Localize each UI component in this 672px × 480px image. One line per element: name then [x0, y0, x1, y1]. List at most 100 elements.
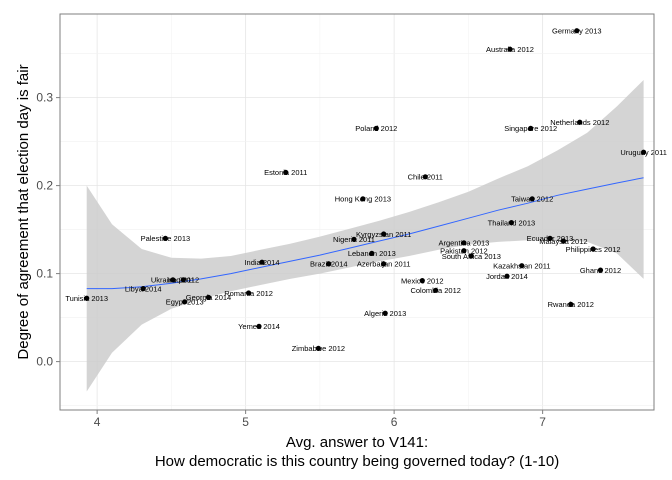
- confidence-band-area: [86, 80, 644, 392]
- point-label-singapore-2012: Singapore 2012: [504, 124, 557, 133]
- point-argentina-2013: [461, 240, 467, 246]
- point-label-chile-2011: Chile 2011: [408, 173, 443, 182]
- point-label-rwanda-2012: Rwanda 2012: [548, 300, 594, 309]
- point-label-pakistan-2012: Pakistan 2012: [440, 247, 488, 256]
- point-azerbaijan-2011: [381, 261, 387, 267]
- point-labels: Germany 2013 Australia 2012 Netherlands 20…: [65, 27, 667, 354]
- point-taiwan-2012: [529, 196, 535, 202]
- point-tunisia-2013: [84, 295, 90, 301]
- y-tick-label: 0.2: [36, 179, 53, 193]
- point-label-colombia-2012: Colombia 2012: [410, 286, 460, 295]
- point-malaysia-2012: [560, 238, 567, 244]
- y-axis-ticks: 0.0 0.1 0.2 0.3: [36, 91, 60, 369]
- point-estonia-2011: [283, 169, 289, 175]
- point-label-kyrgyzstan-2011: Kyrgyzstan 2011: [356, 230, 411, 239]
- point-yemen-2014: [256, 323, 262, 329]
- point-india-2014: [259, 259, 265, 265]
- point-label-ukraine-2011: Ukraine 2011: [151, 276, 195, 285]
- point-nigeria-2011: [351, 236, 357, 242]
- point-label-kazakhstan-2011: Kazakhstan 2011: [493, 262, 550, 271]
- point-label-poland-2012: Poland 2012: [355, 124, 397, 133]
- x-axis-title-line1: Avg. answer to V141:: [286, 434, 428, 451]
- x-tick-label: 5: [242, 415, 249, 429]
- point-label-romania-2012: Romania 2012: [224, 289, 273, 298]
- data-points: [84, 28, 647, 351]
- point-label-jordan-2014: Jordan 2014: [486, 272, 528, 281]
- x-tick-label: 7: [539, 415, 546, 429]
- point-label-georgia-2014: Georgia 2014: [186, 293, 231, 302]
- x-axis-title-line2: How democratic is this country being gov…: [155, 453, 559, 470]
- point-pakistan-2012: [461, 248, 467, 254]
- point-palestine-2013: [162, 235, 168, 241]
- point-chile-2011: [422, 174, 428, 180]
- point-algeria-2013: [382, 310, 388, 316]
- point-kazakhstan-2011: [519, 263, 525, 269]
- point-netherlands-2012: [577, 119, 583, 125]
- point-label-palestine-2013: Palestine 2013: [141, 234, 191, 243]
- point-egypt-2013: [182, 299, 188, 305]
- point-label-germany-2013: Germany 2013: [552, 27, 602, 36]
- smooth-trend-line: [86, 177, 644, 290]
- plot-panel-border: [59, 13, 655, 411]
- point-jordan-2014: [504, 273, 510, 279]
- point-label-libya-2014: Libya 2014: [125, 284, 162, 293]
- point-label-taiwan-2012: Taiwan 2012: [511, 195, 553, 204]
- point-south-africa-2013: [468, 253, 474, 259]
- point-label-lebanon-2013: Lebanon 2013: [348, 249, 396, 258]
- point-romania-2012: [246, 290, 252, 296]
- point-label-estonia-2011: Estonia 2011: [264, 168, 307, 177]
- point-ghana-2012: [597, 267, 604, 273]
- point-label-mexico-2012: Mexico 2012: [401, 276, 444, 285]
- point-ecuador-2013: [547, 235, 553, 241]
- point-label-yemen-2014: Yemen 2014: [238, 322, 280, 331]
- point-colombia-2012: [433, 287, 439, 293]
- point-libya-2014: [140, 286, 146, 292]
- point-label-hong-kong-2013: Hong Kong 2013: [335, 195, 391, 204]
- point-philippines-2012: [590, 246, 596, 252]
- point-label-thailand-2013: Thailand 2013: [488, 218, 536, 227]
- point-label-ghana-2012: Ghana 2012: [580, 266, 621, 275]
- x-tick-label: 4: [94, 415, 101, 429]
- point-label-azerbaijan-2011: Azerbaijan 2011: [357, 260, 411, 269]
- point-label-india-2014: India 2014: [244, 258, 279, 267]
- point-georgia-2014: [205, 294, 212, 300]
- point-label-uruguay-2011: Uruguay 2011: [620, 148, 667, 157]
- point-label-algeria-2013: Algeria 2013: [364, 309, 406, 318]
- point-iraq-2012: [180, 277, 186, 283]
- point-label-ecuador-2013: Ecuador 2013: [527, 234, 574, 243]
- y-tick-label: 0.3: [36, 91, 53, 105]
- y-axis-title: Degree of agreement that election day is…: [15, 64, 32, 359]
- point-label-south-africa-2013: South Africa 2013: [442, 252, 501, 261]
- point-thailand-2013: [508, 220, 514, 226]
- point-singapore-2012: [528, 125, 534, 131]
- confidence-band: [86, 80, 644, 392]
- point-rwanda-2012: [568, 301, 574, 307]
- point-label-argentina-2013: Argentina 2013: [438, 239, 489, 248]
- smooth-line-path: [86, 177, 644, 290]
- point-hong-kong-2013: [360, 196, 366, 202]
- point-label-iraq-2012: Iraq 2012: [167, 276, 199, 285]
- point-brazil-2014: [326, 261, 332, 267]
- point-label-egypt-2013: Egypt 2013: [166, 298, 204, 307]
- point-label-nigeria-2011: Nigeria 2011: [333, 235, 375, 244]
- point-label-netherlands-2012: Netherlands 2012: [550, 118, 609, 127]
- point-mexico-2012: [419, 278, 425, 284]
- x-axis-ticks: 4 5 6 7: [94, 410, 546, 429]
- point-zimbabwe-2012: [315, 345, 321, 351]
- point-australia-2012: [507, 46, 513, 52]
- y-tick-label: 0.0: [36, 355, 53, 369]
- point-label-malaysia-2012: Malaysia 2012: [539, 237, 587, 246]
- point-uruguay-2011: [641, 149, 647, 155]
- x-tick-label: 6: [391, 415, 398, 429]
- point-label-tunisia-2013: Tunisia 2013: [65, 294, 108, 303]
- point-poland-2012: [373, 125, 379, 131]
- y-tick-label: 0.1: [36, 267, 53, 281]
- point-ukraine-2011: [170, 277, 176, 283]
- point-lebanon-2013: [369, 250, 375, 256]
- point-label-australia-2012: Australia 2012: [486, 45, 534, 54]
- point-label-zimbabwe-2012: Zimbabwe 2012: [292, 344, 345, 353]
- point-label-brazil-2014: Brazil 2014: [310, 260, 348, 269]
- point-kyrgyzstan-2011: [381, 231, 387, 237]
- point-label-philippines-2012: Philippines 2012: [566, 245, 621, 254]
